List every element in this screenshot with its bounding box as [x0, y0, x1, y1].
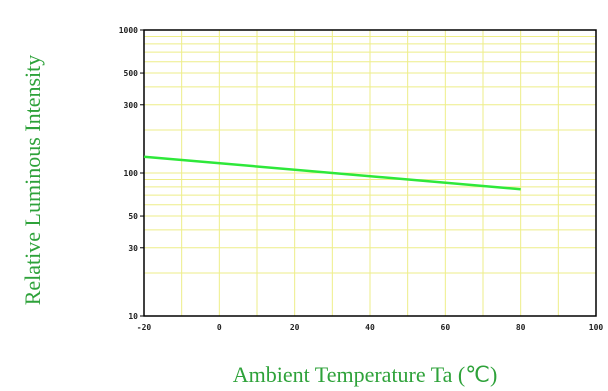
y-axis-ticks: 1000 500 300 100 50 30 10	[119, 26, 144, 321]
y-tick-label: 30	[128, 244, 138, 253]
series-line	[143, 155, 521, 191]
x-tick-label: 40	[365, 323, 375, 332]
y-tick-label: 1000	[119, 26, 138, 35]
y-tick-label: 50	[128, 212, 138, 221]
y-tick-label: 100	[124, 169, 139, 178]
x-tick-label: 20	[290, 323, 300, 332]
grid-lines	[144, 30, 596, 316]
x-tick-label: 60	[441, 323, 451, 332]
series-layer	[143, 155, 521, 191]
y-axis-label: Relative Luminous Intensity	[20, 55, 45, 306]
x-tick-label: 0	[217, 323, 222, 332]
y-tick-label: 500	[124, 69, 139, 78]
y-tick-label: 10	[128, 312, 138, 321]
x-axis-label: Ambient Temperature Ta (℃)	[233, 362, 498, 387]
x-tick-label: 80	[516, 323, 526, 332]
x-tick-label: -20	[137, 323, 152, 332]
y-tick-label: 300	[124, 101, 139, 110]
x-axis-ticks: -20 0 20 40 60 80 100	[137, 323, 604, 332]
x-tick-label: 100	[589, 323, 604, 332]
